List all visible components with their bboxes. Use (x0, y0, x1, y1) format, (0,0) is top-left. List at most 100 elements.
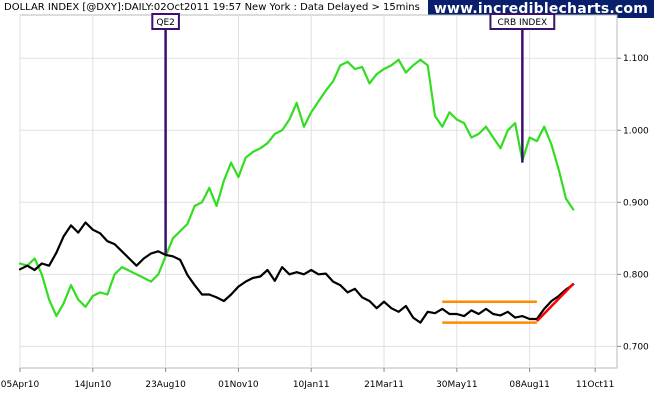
data-point (77, 298, 80, 301)
data-point (463, 315, 466, 318)
data-point (40, 273, 43, 276)
data-point (557, 295, 560, 297)
data-point (273, 132, 276, 135)
data-point (361, 65, 364, 68)
data-point (477, 313, 480, 315)
x-tick-label: 23Aug10 (145, 380, 186, 390)
data-point (324, 272, 327, 275)
x-tick-label: 11Oct11 (576, 380, 614, 390)
annotation-box (489, 13, 556, 30)
data-point (477, 132, 480, 135)
data-point (310, 111, 313, 114)
x-tick-label: 10Jan11 (293, 380, 330, 390)
data-point (506, 129, 509, 132)
data-point (135, 273, 138, 276)
data-point (193, 284, 196, 287)
breakout-trendline (536, 282, 575, 323)
data-point (273, 279, 276, 282)
data-point (150, 280, 152, 283)
data-point (354, 287, 356, 290)
data-point (375, 73, 378, 75)
data-point (142, 257, 145, 260)
site-logo[interactable]: www.incrediblecharts.com (427, 0, 654, 18)
data-point (455, 313, 458, 315)
data-point (186, 274, 189, 276)
data-point (77, 231, 80, 234)
data-point (70, 224, 72, 227)
data-point (135, 264, 138, 267)
data-point (324, 89, 327, 92)
data-point (441, 308, 444, 310)
data-point (266, 269, 269, 271)
data-point (201, 201, 203, 204)
series-lines (18, 58, 575, 324)
data-point (48, 264, 51, 267)
data-point (26, 264, 29, 267)
data-point (19, 262, 21, 265)
x-tick-label: 21Mar11 (364, 380, 404, 390)
data-point (33, 257, 36, 260)
data-point (404, 305, 407, 307)
data-point (485, 308, 487, 310)
y-tick-label: 0.800 (623, 270, 649, 280)
data-point (121, 250, 123, 253)
x-tick-label: 05Apr10 (1, 380, 40, 390)
data-point (259, 147, 262, 150)
data-point (244, 156, 247, 159)
data-point (99, 291, 101, 294)
data-point (157, 250, 160, 253)
data-point (514, 122, 516, 124)
data-point (266, 142, 269, 145)
data-point (426, 64, 429, 67)
data-point (171, 255, 174, 258)
data-point (434, 312, 436, 315)
data-point (106, 293, 109, 296)
data-point (252, 150, 254, 153)
data-point (434, 114, 436, 117)
data-point (550, 300, 553, 302)
data-point (550, 143, 553, 146)
y-tick-label: 1.100 (623, 54, 649, 64)
data-point (215, 296, 218, 299)
data-point (244, 280, 247, 283)
data-point (346, 291, 349, 294)
data-point (99, 232, 101, 235)
data-point (70, 284, 72, 287)
data-point (572, 208, 575, 211)
data-point (557, 168, 560, 171)
data-point (295, 101, 298, 104)
data-point (295, 271, 298, 274)
data-point (339, 284, 342, 287)
chart-title: DOLLAR INDEX [@DXY]:DAILY:02Oct2011 19:5… (4, 2, 420, 13)
data-point (346, 60, 349, 63)
data-point (368, 82, 371, 85)
data-point (383, 68, 385, 70)
data-point (222, 179, 225, 182)
data-point (142, 277, 145, 279)
data-point (303, 273, 305, 276)
data-point (193, 205, 196, 207)
data-point (106, 240, 109, 243)
data-point (55, 251, 58, 254)
data-point (48, 298, 51, 301)
x-axis: 05Apr10 14Jun10 23Aug10 01Nov10 10Jan11 21Mar… (1, 368, 614, 390)
data-point (237, 285, 240, 288)
data-point (84, 305, 87, 308)
data-point (84, 221, 87, 224)
data-point (215, 205, 218, 207)
data-point (426, 310, 429, 313)
x-tick-label: 14Jun10 (74, 380, 111, 390)
overlays (442, 282, 575, 324)
data-point (288, 118, 291, 121)
data-point (492, 313, 495, 315)
data-point (179, 230, 182, 233)
data-point (252, 277, 254, 279)
data-point (441, 125, 444, 128)
data-point (62, 302, 65, 305)
data-point (470, 309, 473, 312)
data-point (317, 273, 320, 276)
data-point (412, 316, 415, 319)
y-tick-label: 0.900 (623, 198, 649, 208)
data-point (230, 293, 233, 296)
y-tick-label: 0.700 (623, 342, 649, 352)
